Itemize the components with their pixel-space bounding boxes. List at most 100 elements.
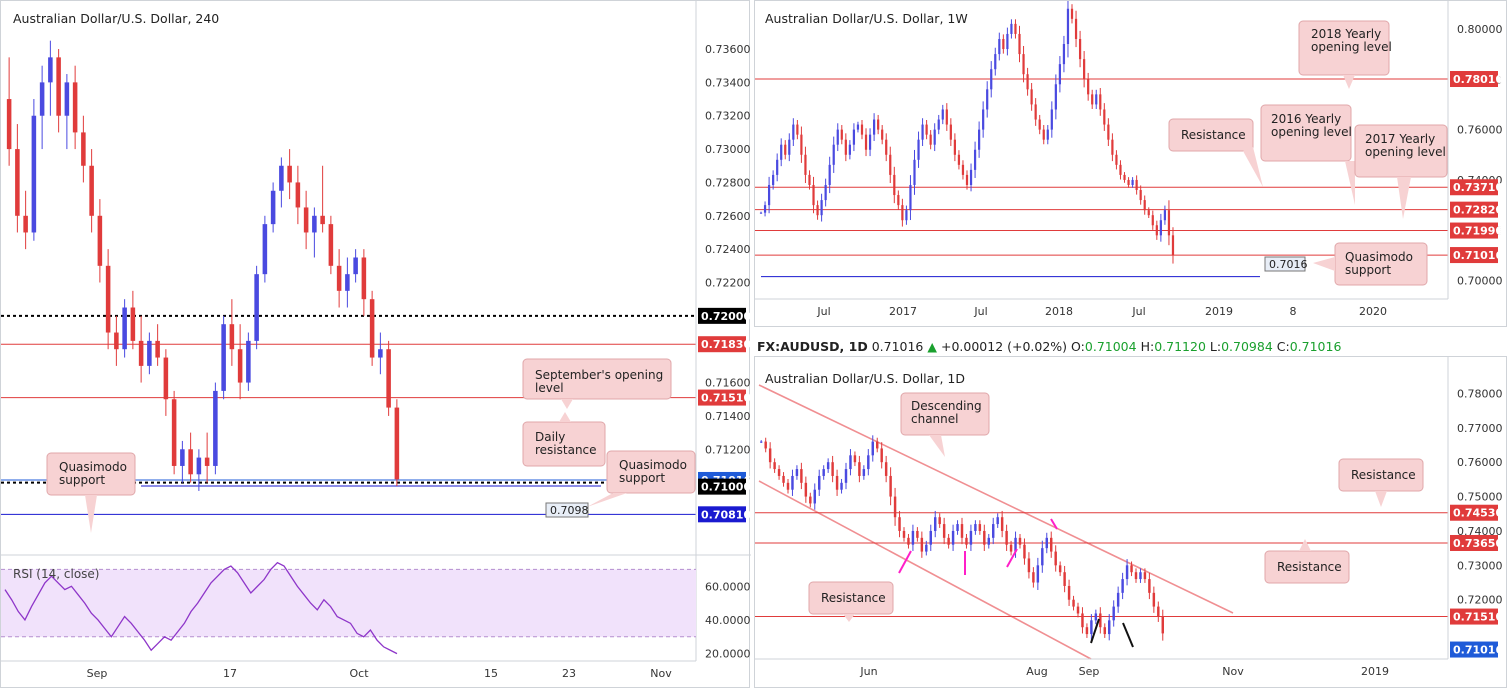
weekly-chart-panel[interactable]: Australian Dollar/U.S. Dollar, 1W 0.8000… [754, 0, 1507, 327]
h4-candle-9 [81, 132, 86, 166]
d-candle-40 [938, 517, 941, 525]
h4-candle-33 [279, 165, 284, 191]
w-candle-67 [1030, 89, 1033, 105]
h4-candle-22 [188, 449, 193, 475]
w-candle-90 [1123, 174, 1126, 180]
w-level-tag-2-bg [1450, 201, 1498, 218]
w-candle-71 [1046, 129, 1049, 140]
w-y-tick-2: 0.76000 [1457, 124, 1503, 137]
d-x-tick-3: Nov [1222, 665, 1244, 678]
w-candle-28 [872, 119, 876, 135]
d-candle-30 [893, 496, 897, 518]
daily-resistance-label: Daily resistance [535, 430, 597, 457]
w-level-tag-0: 0.78010 [1453, 73, 1503, 86]
d-candle-42 [947, 537, 950, 545]
w-candle-96 [1147, 210, 1150, 216]
h4-candle-1 [15, 149, 20, 216]
d-candle-66 [1054, 551, 1057, 566]
w-x-tick-4: Jul [1131, 305, 1145, 318]
w-candle-81 [1087, 79, 1090, 95]
d-candle-15 [826, 462, 830, 470]
w-candle-65 [1022, 54, 1025, 75]
h4-candle-17 [147, 340, 152, 366]
weekly-chart[interactable]: Australian Dollar/U.S. Dollar, 1W 0.8000… [755, 0, 1507, 328]
d-candle-85 [1139, 572, 1142, 580]
w-candle-79 [1078, 38, 1082, 60]
d-candle-89 [1157, 606, 1160, 617]
daily-chart-panel[interactable]: Australian Dollar/U.S. Dollar, 1D 0.7800… [754, 356, 1507, 688]
weekly-chart-title: Australian Dollar/U.S. Dollar, 1W [765, 11, 968, 26]
quasimodo-support-label-left: Quasimodo support [59, 460, 127, 487]
w-candle-80 [1083, 59, 1086, 80]
d-x-tick-1: Aug [1026, 665, 1047, 678]
w-candle-74 [1058, 64, 1062, 85]
w-candle-47 [949, 124, 952, 140]
d-candle-39 [934, 517, 937, 531]
w-candle-93 [1135, 179, 1138, 191]
w-candle-78 [1074, 18, 1078, 39]
h4-y-tick-5: 0.72600 [705, 210, 751, 223]
h4-candle-20 [171, 399, 177, 466]
descending-channel-callout: Descending channel [900, 392, 990, 457]
h4-y-tick-7: 0.72200 [705, 277, 751, 290]
w-candle-64 [1018, 33, 1021, 55]
rsi-y-tick-0: 60.0000 [705, 580, 751, 593]
h4-candle-18 [155, 340, 160, 358]
h4-candle-24 [204, 457, 210, 466]
w-candle-41 [925, 124, 928, 135]
w-candle-34 [897, 195, 900, 206]
descending-channel-label: Descending channel [911, 399, 982, 426]
h4-y-tick-9: 0.71400 [705, 410, 751, 423]
w-candle-100 [1163, 210, 1167, 221]
weekly-resistance-label: Resistance [1181, 128, 1246, 142]
w-candle-85 [1103, 109, 1106, 125]
w-candle-98 [1155, 225, 1158, 236]
w-candle-56 [986, 89, 989, 110]
d-candle-8 [795, 469, 799, 476]
h4-y-tick-3: 0.73000 [705, 143, 751, 156]
h4-x-tick-0: Sep [87, 667, 108, 680]
daily-chart[interactable]: Australian Dollar/U.S. Dollar, 1D 0.7800… [755, 357, 1507, 689]
w-candle-62 [1010, 23, 1013, 34]
h4-candle-44 [369, 299, 375, 358]
w-candle-7 [788, 139, 791, 155]
d-candle-47 [969, 530, 973, 545]
w-level-tag-4-bg [1450, 247, 1498, 264]
w-candle-63 [1014, 23, 1017, 34]
h4-candle-45 [378, 349, 383, 358]
d-candle-73 [1085, 627, 1089, 635]
d-candle-48 [974, 524, 977, 531]
w-candle-46 [945, 109, 948, 125]
daily-header-low: 0.70984 [1221, 339, 1273, 354]
daily-chart-title: Australian Dollar/U.S. Dollar, 1D [765, 371, 965, 386]
d-level-tag-1: 0.73650 [1453, 537, 1503, 550]
daily-header-close: 0.71016 [1289, 339, 1342, 354]
weekly-quasimodo-callout: Quasimodo support [1313, 242, 1428, 286]
w-candle-11 [804, 154, 807, 175]
h4-candle-43 [361, 257, 367, 300]
d-candle-46 [965, 537, 968, 545]
h4-level-tag-4: 0.71000 [701, 481, 751, 494]
d-candle-60 [1027, 558, 1031, 573]
h4-level-tag-5: 0.70810 [701, 508, 751, 521]
d-y-tick-3: 0.75000 [1457, 491, 1503, 504]
daily-header-open: 0.71004 [1084, 339, 1137, 354]
quasimodo-support-callout-left: Quasimodo support [46, 452, 136, 533]
h4-candle-32 [270, 190, 276, 225]
w-candle-38 [913, 159, 916, 185]
w-candle-40 [921, 124, 924, 140]
quasimodo-value-box: 0.7098 [545, 502, 589, 518]
d-candle-65 [1050, 537, 1053, 552]
h4-candle-21 [180, 449, 185, 466]
c-label: C: [1276, 339, 1290, 354]
h4-level-tag-1: 0.71830 [701, 338, 751, 351]
w-candle-73 [1054, 84, 1057, 110]
d-candle-90 [1161, 616, 1164, 634]
d-candle-77 [1103, 627, 1106, 635]
h4-chart-panel[interactable]: Australian Dollar/U.S. Dollar, 240 0.736… [0, 0, 751, 689]
w-candle-84 [1099, 94, 1102, 110]
d-candle-53 [996, 517, 999, 525]
h4-chart[interactable]: Australian Dollar/U.S. Dollar, 240 0.736… [1, 1, 751, 689]
d-candle-62 [1036, 565, 1040, 583]
w-candle-19 [836, 129, 839, 145]
